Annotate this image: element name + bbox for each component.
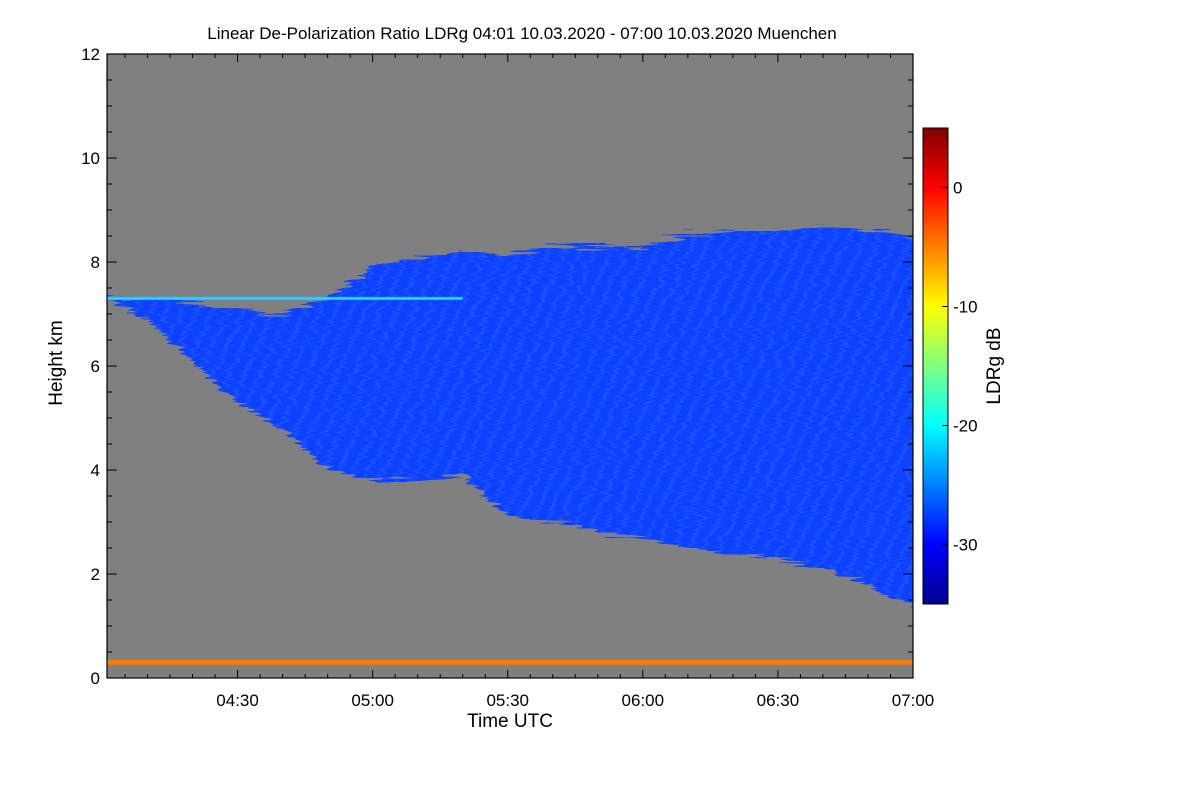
colorbar-tick-label: 0 [953,179,962,198]
y-tick-label: 0 [91,669,100,688]
y-axis: 0 2 4 6 8 10 12 [81,45,913,688]
x-tick-label: 05:00 [351,691,394,710]
colorbar [922,127,949,605]
y-tick-label: 8 [91,253,100,272]
y-tick-label: 2 [91,565,100,584]
y-tick-label: 4 [91,461,100,480]
x-tick-label: 07:00 [892,691,935,710]
colorbar-label: LDRg dB [984,327,1005,404]
colorbar-tick-label: -30 [953,536,978,555]
colorbar-tick-label: -20 [953,417,978,436]
x-axis-label: Time UTC [467,711,553,732]
chart-title: Linear De-Polarization Ratio LDRg 04:01 … [207,24,836,43]
x-tick-label: 06:30 [757,691,800,710]
near-surface-layer [107,659,913,665]
x-tick-label: 06:00 [622,691,665,710]
y-axis-label: Height km [46,320,67,406]
y-tick-label: 10 [81,149,100,168]
plot-content [107,225,913,665]
y-tick-label: 12 [81,45,100,64]
x-tick-label: 04:30 [216,691,259,710]
y-tick-label: 6 [91,357,100,376]
colorbar-ticks: 0 -10 -20 -30 [942,179,978,555]
colorbar-tick-label: -10 [953,298,978,317]
x-tick-label: 05:30 [486,691,529,710]
x-axis: 04:30 05:00 05:30 06:00 06:30 07:00 [124,54,935,710]
cloud-layer-area [107,225,913,606]
